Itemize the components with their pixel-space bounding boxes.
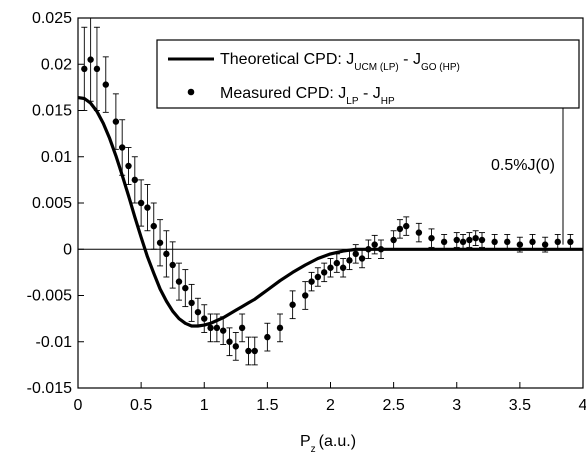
y-tick-label: -0.01 (36, 334, 73, 351)
x-tick-label: 3 (452, 397, 461, 414)
data-point (194, 308, 202, 316)
data-point (150, 222, 157, 230)
legend-box (156, 39, 580, 109)
data-point (232, 343, 240, 350)
data-point (478, 236, 486, 244)
data-point (491, 238, 498, 246)
data-point (459, 238, 467, 246)
data-point (440, 238, 448, 246)
data-point (238, 324, 246, 332)
legend-measured-label: Measured CPD: JLP - JHP (220, 85, 395, 107)
data-point (131, 176, 139, 184)
data-point (403, 222, 410, 230)
data-point (365, 246, 372, 253)
data-point (182, 284, 189, 292)
data-point (226, 338, 233, 345)
legend-point-swatch (187, 88, 195, 96)
data-point (213, 324, 221, 332)
data-point (276, 324, 284, 332)
y-tick-label: 0.005 (32, 195, 72, 212)
x-tick-label: 4 (579, 397, 586, 414)
legend: Theoretical CPD: JUCM (LP) - JGO (HP) Me… (156, 39, 580, 109)
measured-series (81, 17, 574, 366)
data-point (466, 236, 473, 244)
data-point (308, 278, 315, 285)
data-point (428, 234, 435, 242)
data-point (302, 292, 309, 299)
data-point (339, 264, 347, 271)
data-point (377, 246, 385, 253)
data-point (390, 236, 397, 244)
data-point (358, 255, 366, 262)
data-point (102, 81, 109, 88)
y-tick-label: -0.015 (27, 380, 72, 397)
y-axis-ticks: -0.015 -0.01 -0.005 0 0.005 0.01 0.015 0.02 0.02… (27, 10, 84, 397)
x-axis-ticks: 0 0.5 1 1.5 2 2.5 3 3.5 4 (74, 382, 586, 414)
scale-bar-label: 0.5%J(0) (491, 157, 555, 174)
data-point (245, 347, 252, 355)
data-point (125, 162, 132, 170)
data-point (472, 234, 479, 242)
data-point (118, 144, 126, 151)
y-tick-label: 0.025 (32, 10, 72, 27)
data-point (207, 324, 214, 332)
y-tick-label: 0.02 (41, 56, 72, 73)
data-point (453, 236, 460, 244)
x-axis-label: Pz (a.u.) (300, 433, 356, 455)
y-tick-label: 0 (63, 241, 72, 258)
data-point (93, 65, 101, 73)
data-point (219, 327, 227, 334)
data-point (314, 273, 322, 281)
data-point (264, 333, 271, 341)
data-point (137, 199, 145, 207)
data-point (112, 118, 120, 125)
data-point (156, 239, 164, 246)
y-tick-label: 0.015 (32, 103, 72, 120)
data-point (415, 229, 423, 236)
data-point (320, 269, 328, 276)
annotation: 0.5%J(0) (491, 93, 564, 245)
x-tick-label: 1 (200, 397, 209, 414)
data-point (163, 250, 170, 258)
data-point (554, 238, 561, 246)
y-tick-label: 0.01 (41, 149, 72, 166)
x-tick-label: 2 (326, 397, 335, 414)
data-point (567, 238, 574, 246)
data-point (289, 301, 296, 308)
x-tick-label: 0 (74, 397, 83, 414)
data-point (327, 264, 334, 271)
data-point (516, 241, 524, 248)
x-tick-label: 1.5 (256, 397, 278, 414)
x-tick-label: 2.5 (383, 397, 405, 414)
data-point (201, 315, 208, 322)
data-point (396, 225, 404, 233)
data-point (352, 250, 359, 258)
data-point (188, 299, 195, 307)
data-point (333, 259, 341, 267)
data-point (504, 238, 511, 246)
data-point (169, 261, 176, 269)
data-point (251, 347, 258, 355)
data-point (346, 257, 353, 264)
data-point (144, 204, 151, 211)
data-point (175, 278, 183, 285)
x-tick-label: 3.5 (509, 397, 531, 414)
data-point (87, 56, 94, 63)
data-point (371, 241, 378, 248)
legend-theory-label: Theoretical CPD: JUCM (LP) - JGO (HP) (220, 51, 460, 73)
data-point (529, 238, 536, 246)
data-point (541, 241, 549, 248)
x-tick-label: 0.5 (130, 397, 152, 414)
y-tick-label: -0.005 (27, 288, 72, 305)
data-point (81, 65, 88, 73)
